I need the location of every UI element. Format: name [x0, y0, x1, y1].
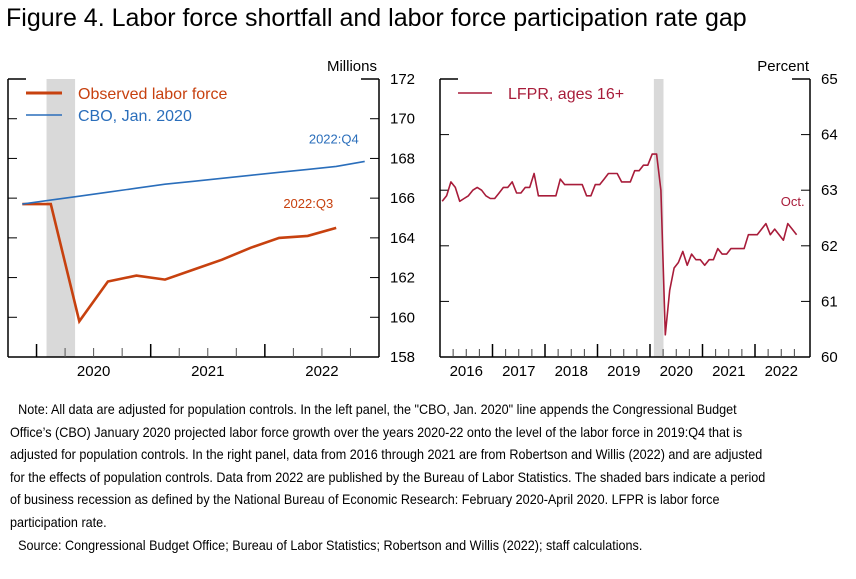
- y-tick-label: 162: [390, 270, 415, 287]
- y-tick-label: 62: [821, 238, 838, 255]
- cbo-projection-line: [22, 160, 365, 205]
- y-tick-label: 170: [390, 111, 415, 128]
- x-tick-label: 2022: [765, 363, 798, 380]
- note-text: Note: All data are adjusted for populati…: [10, 401, 766, 530]
- source-text: Source: Congressional Budget Office; Bur…: [18, 536, 643, 553]
- x-tick-label: 2022: [305, 363, 338, 380]
- left-panel: 158 160 162 164 166 168 170 172 Millions 2020 2021…: [7, 58, 415, 380]
- y-tick-label: 158: [390, 349, 415, 366]
- y-tick-label: 61: [821, 293, 838, 310]
- y-tick-label: 64: [821, 127, 838, 144]
- x-tick-label: 2016: [450, 363, 483, 380]
- x-tick-label: 2018: [555, 363, 588, 380]
- lfpr-line: [441, 153, 798, 336]
- y-tick-label: 164: [390, 230, 415, 247]
- right-panel: 60 61 62 63 64 65 Percent 2016 2017 2018 2019 2020 2…: [439, 58, 838, 380]
- recession-shading: [46, 79, 76, 357]
- recession-shading: [653, 79, 664, 357]
- x-tick-label: 2021: [191, 363, 224, 380]
- legend-label-lfpr: LFPR, ages 16+: [508, 86, 624, 103]
- x-tick-label: 2017: [502, 363, 535, 380]
- y-tick-label: 160: [390, 309, 415, 326]
- x-tick-label: 2020: [77, 363, 110, 380]
- x-tick-label: 2021: [712, 363, 745, 380]
- y-tick-label: 172: [390, 71, 415, 88]
- y-unit-label: Percent: [757, 58, 810, 75]
- y-tick-label: 60: [821, 349, 838, 366]
- y-tick-label: 168: [390, 150, 415, 167]
- figure-title: Figure 4. Labor force shortfall and labo…: [6, 4, 747, 32]
- y-tick-label: 166: [390, 190, 415, 207]
- x-tick-label: 2019: [607, 363, 640, 380]
- legend-label-observed: Observed labor force: [78, 86, 228, 103]
- y-unit-label: Millions: [327, 58, 377, 75]
- legend-label-cbo: CBO, Jan. 2020: [78, 108, 192, 125]
- observed-labor-force-line: [22, 202, 337, 325]
- charts-svg: 158 160 162 164 166 168 170 172 Millions 2020 2021…: [7, 58, 838, 380]
- y-tick-label: 63: [821, 182, 838, 199]
- cbo-end-label: 2022:Q4: [309, 131, 359, 146]
- notes-block: Note: All data are adjusted for populati…: [10, 398, 771, 556]
- y-tick-label: 65: [821, 71, 838, 88]
- observed-end-label: 2022:Q3: [283, 196, 333, 211]
- x-tick-label: 2020: [660, 363, 693, 380]
- lfpr-end-label: Oct.: [781, 194, 805, 209]
